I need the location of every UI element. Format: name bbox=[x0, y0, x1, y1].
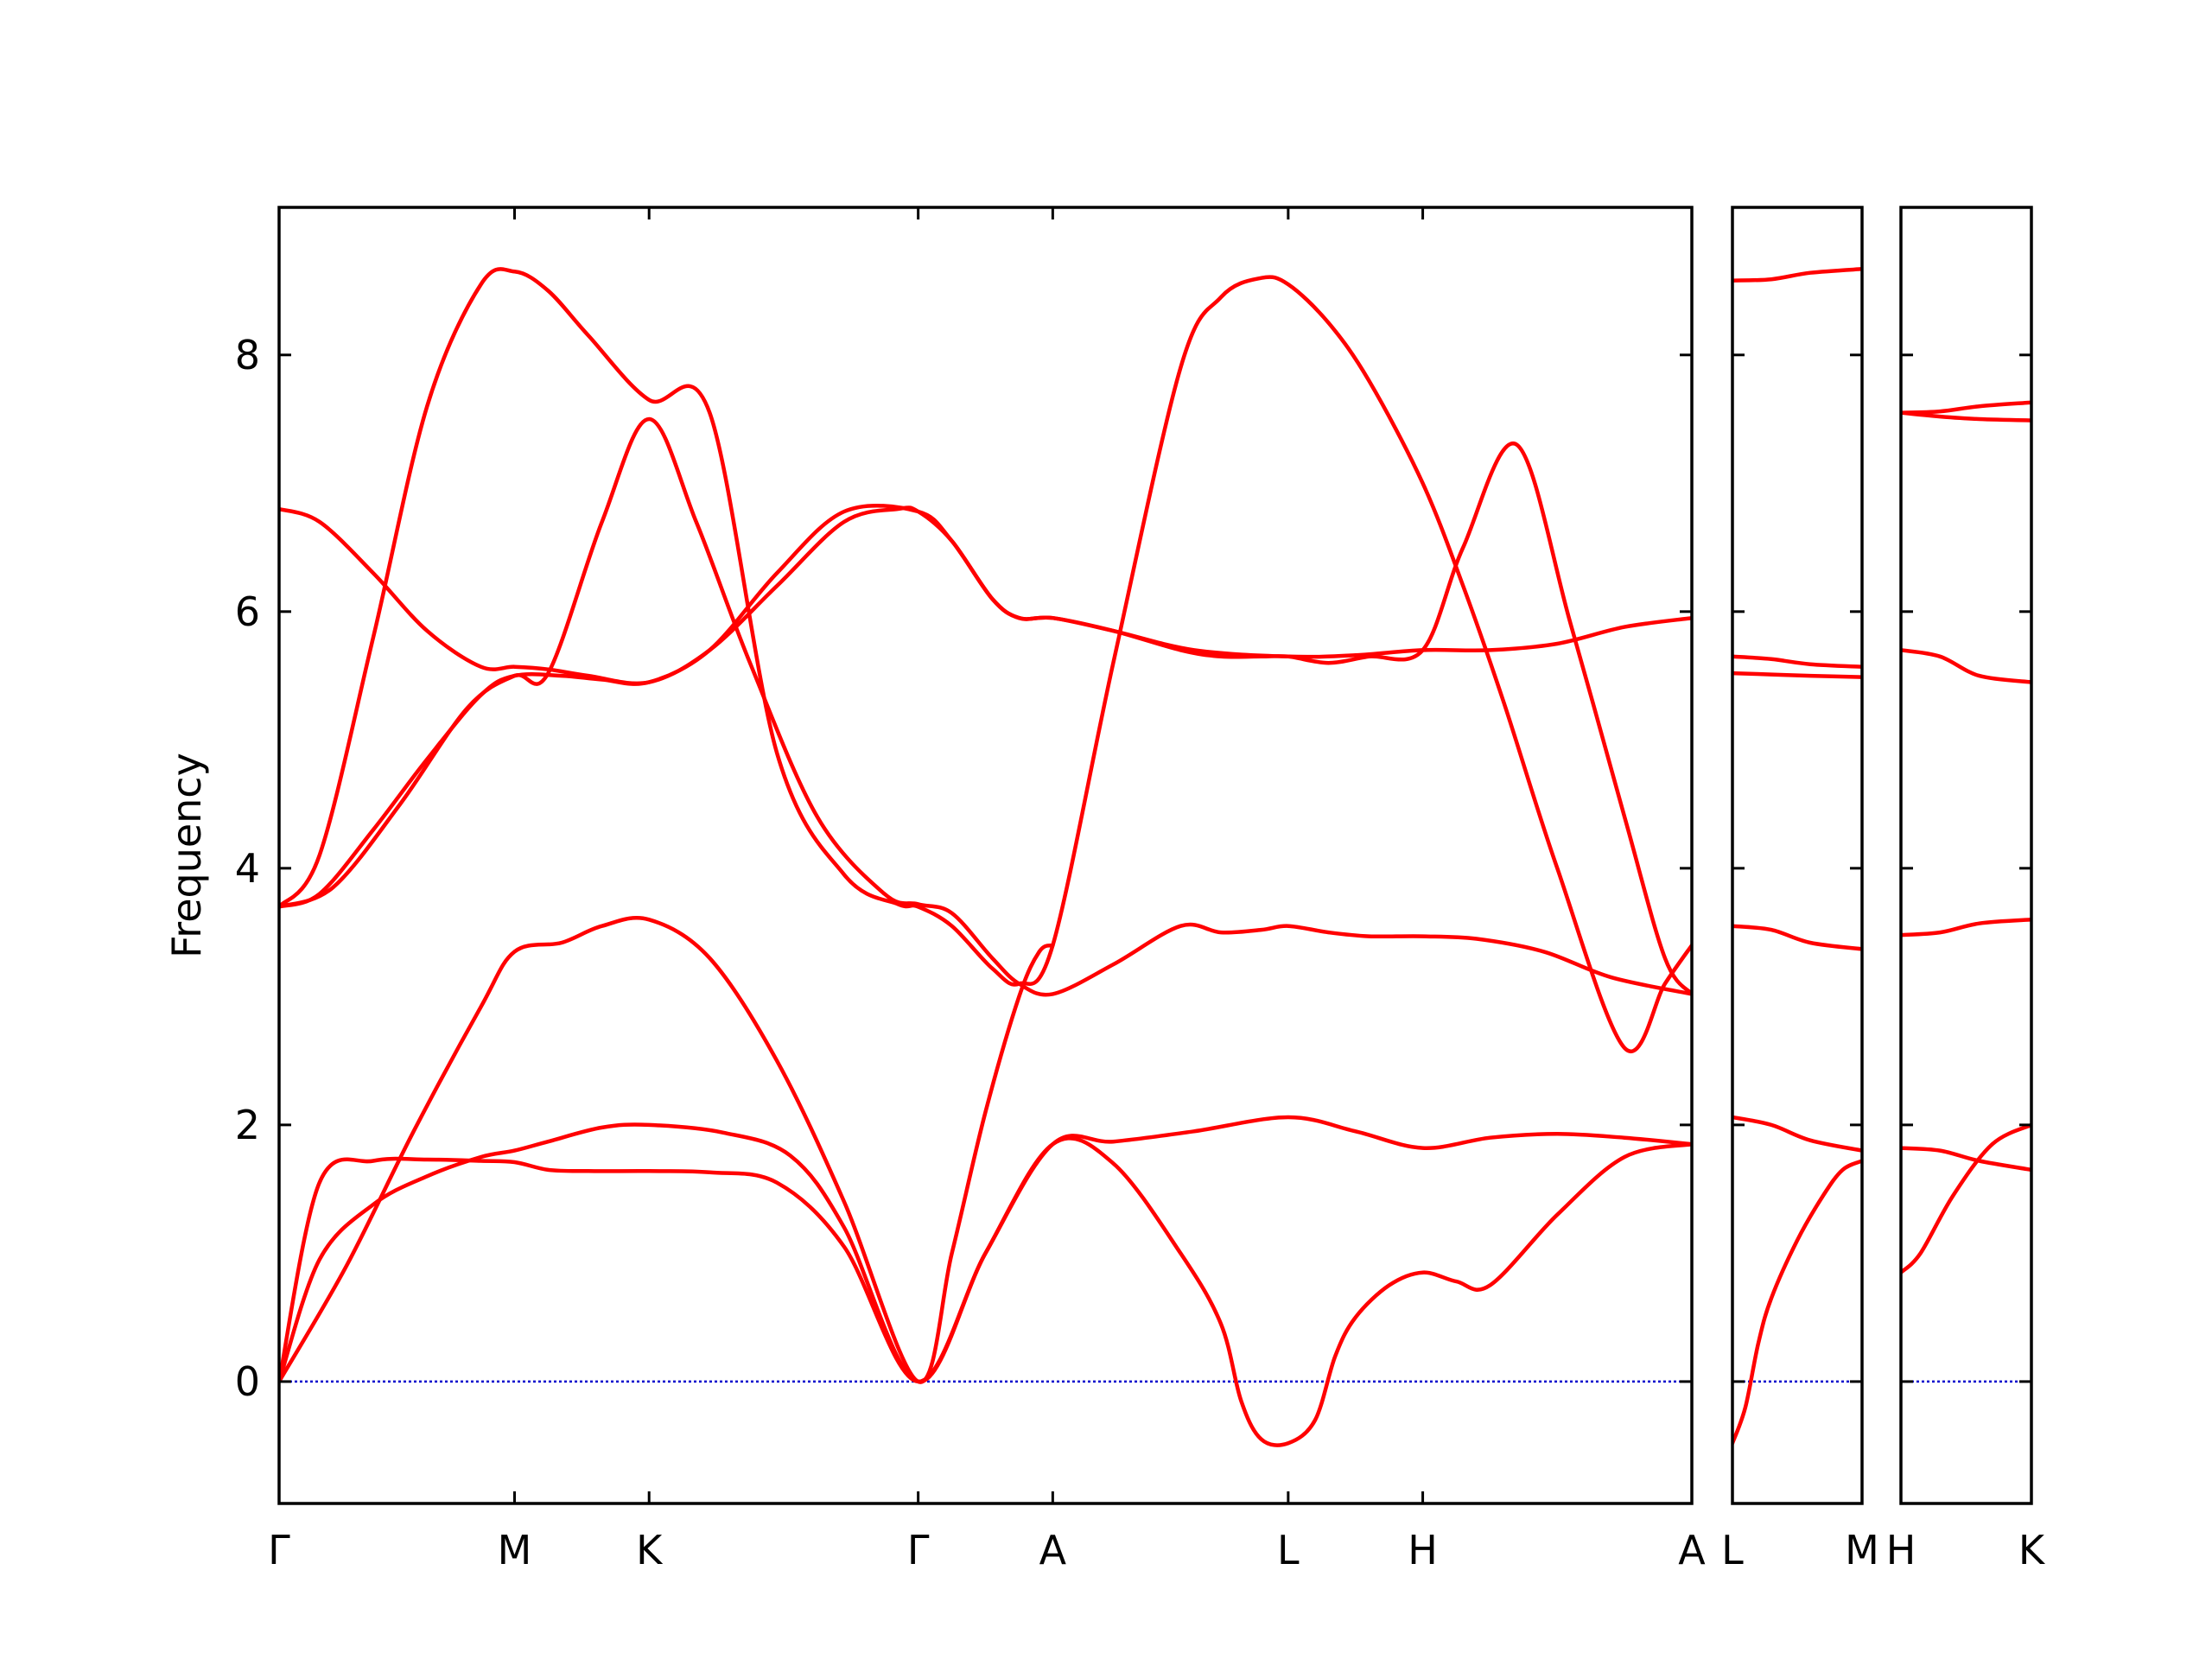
x-tick-label: Γ bbox=[907, 1527, 930, 1573]
x-tick-label: Γ bbox=[268, 1527, 290, 1573]
band-6 bbox=[279, 441, 1692, 996]
band-7 bbox=[279, 416, 1692, 997]
band-2 bbox=[1901, 410, 2031, 423]
y-axis-label: Frequency bbox=[163, 753, 210, 958]
plot-frame bbox=[1731, 206, 1864, 1505]
x-tick-label: L bbox=[1721, 1527, 1744, 1573]
band-6 bbox=[1732, 1159, 1862, 1446]
band-5 bbox=[1901, 1146, 2031, 1173]
band-6 bbox=[1901, 1122, 2031, 1274]
x-tick-label: H bbox=[1408, 1527, 1438, 1573]
band-3 bbox=[1732, 671, 1862, 679]
band-4 bbox=[279, 503, 1692, 909]
x-tick-label: K bbox=[636, 1527, 664, 1573]
band-1 bbox=[1732, 267, 1862, 283]
series-group bbox=[279, 267, 1692, 1447]
band-5 bbox=[279, 267, 1692, 1053]
x-tick-label: H bbox=[1886, 1527, 1916, 1573]
y-tick-label: 4 bbox=[235, 845, 260, 892]
x-tick-label: A bbox=[1678, 1527, 1706, 1573]
plot-frame bbox=[1899, 206, 2033, 1505]
y-tick-label: 0 bbox=[235, 1358, 260, 1405]
y-tick-label: 8 bbox=[235, 332, 260, 378]
x-tick-label: K bbox=[2018, 1527, 2046, 1573]
plot-frame bbox=[277, 206, 1694, 1505]
x-tick-label: A bbox=[1039, 1527, 1067, 1573]
y-tick-label: 2 bbox=[235, 1102, 260, 1148]
band-2 bbox=[279, 1122, 1692, 1447]
panel-main: Γ M K Γ A L H A 0 2 4 6 8 bbox=[235, 206, 1706, 1573]
band-2 bbox=[1732, 654, 1862, 669]
band-4 bbox=[1732, 924, 1862, 951]
band-3 bbox=[279, 915, 1055, 1384]
band-4 bbox=[1901, 918, 2031, 938]
x-tick-label: M bbox=[1845, 1527, 1879, 1573]
x-tick-label: M bbox=[498, 1527, 532, 1573]
band-5 bbox=[1732, 1115, 1862, 1153]
series-group bbox=[1732, 267, 1862, 1446]
band-3 bbox=[1901, 648, 2031, 684]
series-group bbox=[1901, 400, 2031, 1274]
band-1 bbox=[1901, 400, 2031, 415]
x-tick-label: L bbox=[1277, 1527, 1300, 1573]
y-tick-label: 6 bbox=[235, 588, 260, 635]
